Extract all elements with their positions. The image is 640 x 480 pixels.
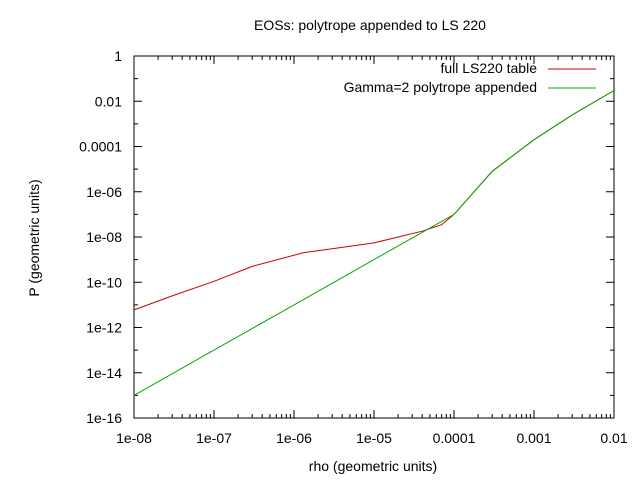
y-tick-label: 1e-08	[86, 229, 122, 245]
y-tick-label: 1e-16	[86, 410, 122, 426]
x-tick-label: 1e-06	[276, 430, 312, 446]
axis-ticks: 1e-08 1e-07 1e-06 1e-05 0.0001 0.001 0.01 1e-16…	[79, 48, 628, 446]
legend-label-ls220: full LS220 table	[440, 60, 537, 76]
series-line-polytrope	[133, 90, 615, 396]
y-axis-label: P (geometric units)	[26, 179, 42, 296]
y-tick-label: 0.01	[95, 93, 122, 109]
x-tick-label: 1e-05	[356, 430, 392, 446]
legend: full LS220 table Gamma=2 polytrope appen…	[344, 60, 596, 95]
chart-title: EOSs: polytrope appended to LS 220	[254, 17, 486, 33]
y-tick-label: 0.0001	[79, 139, 122, 155]
series-group	[133, 90, 615, 396]
y-tick-label: 1e-14	[86, 365, 122, 381]
x-axis-label: rho (geometric units)	[309, 458, 437, 474]
x-tick-label: 1e-08	[116, 430, 152, 446]
y-tick-label: 1e-12	[86, 320, 122, 336]
y-tick-label: 1e-10	[86, 274, 122, 290]
y-tick-label: 1	[114, 48, 122, 64]
plot-frame	[133, 55, 615, 419]
x-tick-label: 0.001	[516, 430, 551, 446]
x-tick-label: 1e-07	[196, 430, 232, 446]
x-tick-label: 0.01	[600, 430, 627, 446]
legend-label-polytrope: Gamma=2 polytrope appended	[344, 79, 537, 95]
y-tick-label: 1e-06	[86, 184, 122, 200]
x-tick-label: 0.0001	[433, 430, 476, 446]
series-line-ls220	[133, 90, 615, 311]
